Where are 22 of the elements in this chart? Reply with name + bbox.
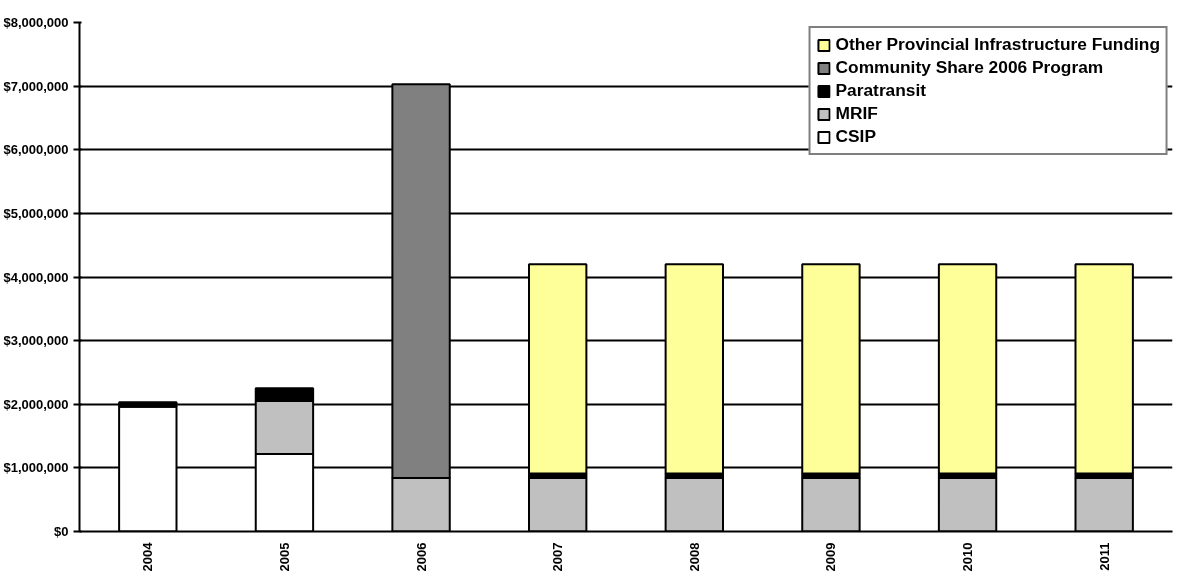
y-tick-label: $7,000,000 (3, 78, 69, 94)
legend-label: Community Share 2006 Program (835, 57, 1104, 78)
y-tick-label: $2,000,000 (3, 396, 69, 412)
y-tick-label: $1,000,000 (3, 460, 69, 476)
x-tick-label: 2008 (686, 542, 702, 572)
y-tick-label: $4,000,000 (3, 269, 69, 285)
x-tick-label: 2011 (1096, 542, 1112, 571)
legend-label: CSIP (835, 126, 876, 147)
x-tick-label: 2004 (140, 541, 156, 572)
x-tick-label: 2006 (413, 542, 429, 572)
legend-label: MRIF (835, 103, 878, 124)
legend-label: Paratransit (835, 80, 927, 101)
x-tick-label: 2010 (960, 542, 976, 572)
y-tick-label: $3,000,000 (3, 333, 69, 349)
y-tick-label: $5,000,000 (3, 205, 69, 221)
y-tick-label: $6,000,000 (3, 142, 69, 158)
x-tick-label: 2005 (276, 542, 292, 572)
y-tick-label: $0 (54, 524, 69, 539)
y-tick-label: $8,000,000 (3, 15, 69, 30)
legend-label: Other Provincial Infrastructure Funding (835, 34, 1160, 55)
x-tick-label: 2009 (823, 542, 839, 572)
x-tick-label: 2007 (550, 542, 566, 572)
